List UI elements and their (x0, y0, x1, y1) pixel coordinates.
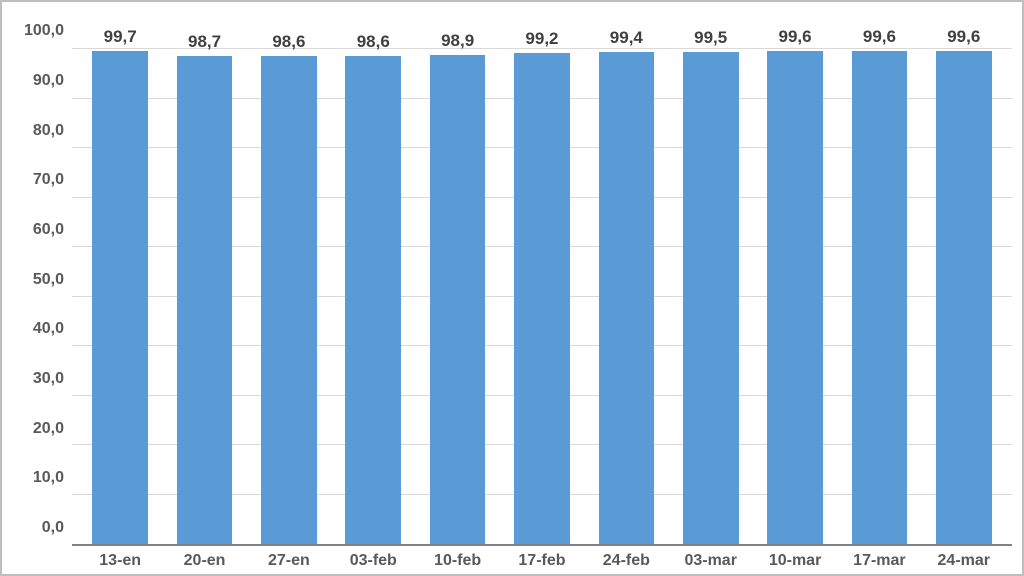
x-tick-label: 03-feb (331, 552, 415, 570)
x-tick-label: 20-en (162, 552, 246, 570)
bar-value-label: 98,6 (357, 32, 390, 52)
y-tick-label: 50,0 (33, 271, 64, 289)
plot-row: 0,0 10,0 20,0 30,0 40,0 50,0 60,0 70,0 80,0 90,0 1… (12, 12, 1012, 546)
bar-rect (599, 52, 655, 544)
bar-slot: 99,6 (837, 12, 921, 544)
y-tick-label: 70,0 (33, 171, 64, 189)
x-tick-label: 24-feb (584, 552, 668, 570)
bar-slot: 99,4 (584, 12, 668, 544)
bar-rect (514, 53, 570, 544)
chart-frame: 0,0 10,0 20,0 30,0 40,0 50,0 60,0 70,0 80,0 90,0 1… (0, 0, 1024, 576)
bar-rect (683, 52, 739, 544)
y-tick-label: 90,0 (33, 72, 64, 90)
y-tick-label: 80,0 (33, 122, 64, 140)
bar-value-label: 99,6 (947, 27, 980, 47)
bar-rect (177, 56, 233, 544)
bars-container: 99,7 98,7 98,6 98,6 98,9 99,2 99,4 99,5 99,6 99,6… (72, 12, 1012, 544)
x-labels: 13-en20-en27-en03-feb10-feb17-feb24-feb0… (72, 546, 1012, 570)
bar-slot: 98,6 (247, 12, 331, 544)
bar-slot: 98,9 (415, 12, 499, 544)
y-tick-label: 20,0 (33, 420, 64, 438)
bar-rect (852, 51, 908, 544)
bar-value-label: 99,4 (610, 28, 643, 48)
bar-value-label: 99,6 (863, 27, 896, 47)
bar-value-label: 98,7 (188, 32, 221, 52)
x-tick-label: 03-mar (669, 552, 753, 570)
x-axis-row: 13-en20-en27-en03-feb10-feb17-feb24-feb0… (12, 546, 1012, 570)
bar-rect (345, 56, 401, 544)
y-tick-label: 100,0 (24, 22, 64, 40)
chart-inner: 0,0 10,0 20,0 30,0 40,0 50,0 60,0 70,0 80,0 90,0 1… (12, 12, 1012, 570)
x-tick-label: 17-feb (500, 552, 584, 570)
bar-value-label: 99,5 (694, 28, 727, 48)
bar-slot: 98,6 (331, 12, 415, 544)
x-tick-label: 10-mar (753, 552, 837, 570)
bar-slot: 98,7 (162, 12, 246, 544)
y-tick-label: 0,0 (42, 519, 64, 537)
bar-slot: 99,6 (922, 12, 1006, 544)
bar-rect (936, 51, 992, 544)
y-tick-label: 30,0 (33, 370, 64, 388)
y-tick-label: 60,0 (33, 221, 64, 239)
plot-area: 99,7 98,7 98,6 98,6 98,9 99,2 99,4 99,5 99,6 99,6… (72, 12, 1012, 546)
bar-value-label: 99,2 (525, 29, 558, 49)
bar-slot: 99,5 (669, 12, 753, 544)
bar-value-label: 99,7 (104, 27, 137, 47)
x-tick-label: 10-feb (415, 552, 499, 570)
x-axis-spacer (12, 546, 72, 570)
x-tick-label: 27-en (247, 552, 331, 570)
y-tick-label: 40,0 (33, 320, 64, 338)
x-tick-label: 24-mar (922, 552, 1006, 570)
bar-rect (430, 55, 486, 544)
bar-value-label: 99,6 (779, 27, 812, 47)
bar-value-label: 98,9 (441, 31, 474, 51)
bar-value-label: 98,6 (272, 32, 305, 52)
bar-slot: 99,2 (500, 12, 584, 544)
x-tick-label: 17-mar (837, 552, 921, 570)
bar-rect (92, 51, 148, 544)
y-axis: 0,0 10,0 20,0 30,0 40,0 50,0 60,0 70,0 80,0 90,0 1… (12, 12, 72, 546)
bar-slot: 99,6 (753, 12, 837, 544)
bar-rect (261, 56, 317, 544)
bar-slot: 99,7 (78, 12, 162, 544)
y-tick-label: 10,0 (33, 469, 64, 487)
bar-rect (767, 51, 823, 544)
x-tick-label: 13-en (78, 552, 162, 570)
